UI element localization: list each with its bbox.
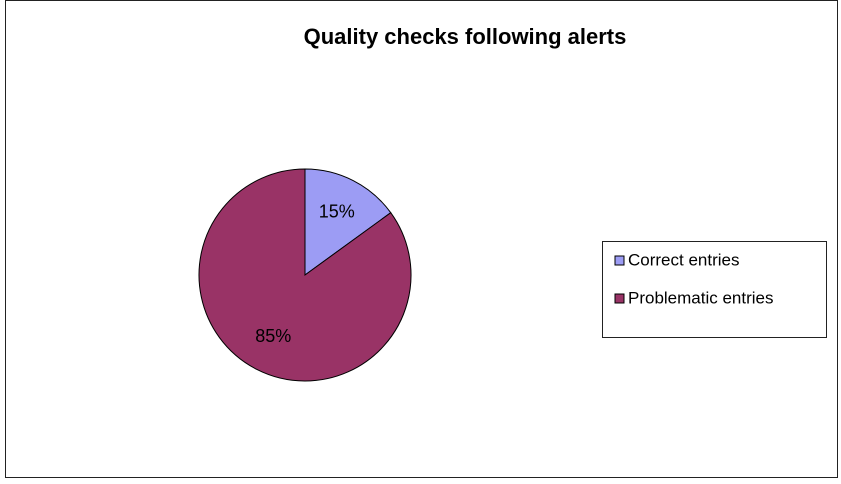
legend-swatch bbox=[614, 293, 625, 304]
legend-swatch bbox=[614, 255, 625, 266]
data-label: 15% bbox=[319, 201, 355, 221]
chart-title: Quality checks following alerts bbox=[304, 24, 627, 49]
chart-border bbox=[5, 0, 838, 478]
data-label: 85% bbox=[255, 326, 291, 346]
pie-slice bbox=[198, 168, 412, 382]
legend-box bbox=[602, 241, 827, 338]
legend-label: Problematic entries bbox=[628, 288, 774, 307]
pie-slice bbox=[304, 168, 392, 276]
legend-label: Correct entries bbox=[628, 250, 739, 269]
